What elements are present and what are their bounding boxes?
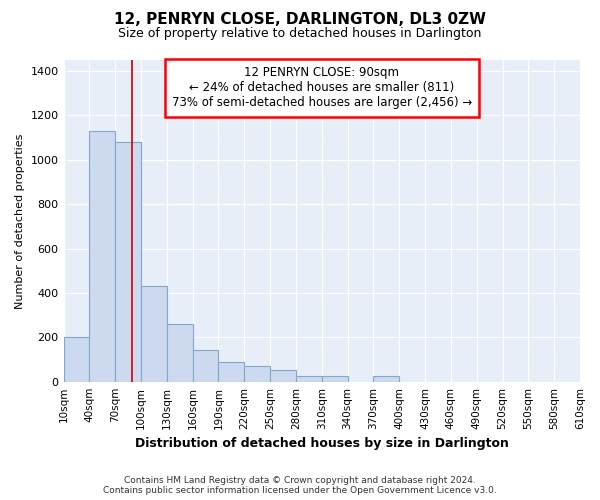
X-axis label: Distribution of detached houses by size in Darlington: Distribution of detached houses by size … [135, 437, 509, 450]
Bar [89, 131, 115, 382]
Bar [167, 324, 193, 382]
Bar [296, 376, 322, 382]
Bar [141, 286, 167, 382]
Bar [218, 362, 244, 382]
Bar [115, 142, 141, 382]
Text: Contains HM Land Registry data © Crown copyright and database right 2024.
Contai: Contains HM Land Registry data © Crown c… [103, 476, 497, 495]
Bar [322, 376, 347, 382]
Bar [373, 376, 399, 382]
Bar [244, 366, 270, 382]
Bar [64, 338, 89, 382]
Text: 12 PENRYN CLOSE: 90sqm
← 24% of detached houses are smaller (811)
73% of semi-de: 12 PENRYN CLOSE: 90sqm ← 24% of detached… [172, 66, 472, 110]
Text: 12, PENRYN CLOSE, DARLINGTON, DL3 0ZW: 12, PENRYN CLOSE, DARLINGTON, DL3 0ZW [114, 12, 486, 28]
Y-axis label: Number of detached properties: Number of detached properties [15, 133, 25, 308]
Text: Size of property relative to detached houses in Darlington: Size of property relative to detached ho… [118, 28, 482, 40]
Bar [193, 350, 218, 382]
Bar [270, 370, 296, 382]
